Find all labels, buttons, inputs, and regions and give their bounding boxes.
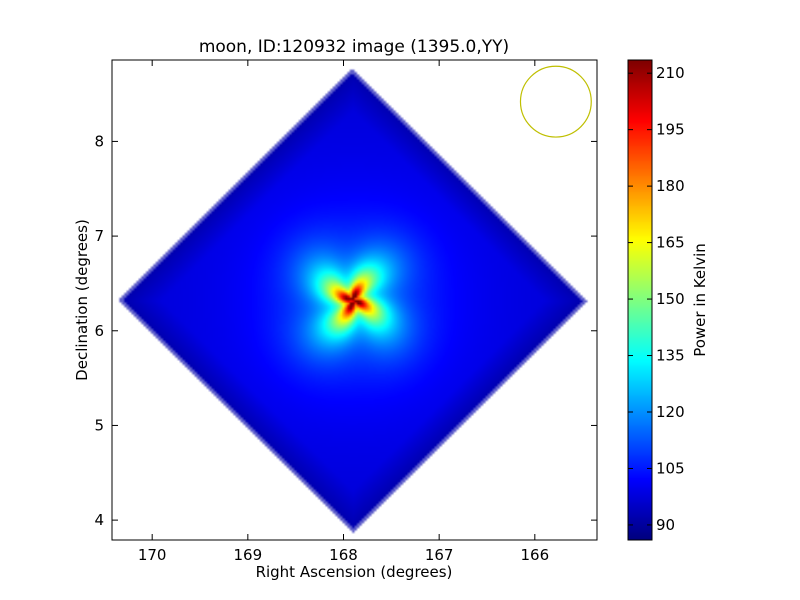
x-tick-label: 170 <box>138 546 167 564</box>
x-axis-label: Right Ascension (degrees) <box>256 563 453 581</box>
x-tick-label: 169 <box>234 546 263 564</box>
colorbar-tick-label: 210 <box>656 64 685 82</box>
colorbar-gradient <box>628 60 652 540</box>
chart-title: moon, ID:120932 image (1395.0,YY) <box>199 37 509 57</box>
y-tick-label: 6 <box>94 322 104 340</box>
y-axis-label: Declination (degrees) <box>73 219 91 381</box>
x-tick-label: 168 <box>329 546 358 564</box>
colorbar-tick-label: 150 <box>656 290 685 308</box>
plot-area: 170 169 168 167 166 4 5 6 7 8 <box>94 59 598 564</box>
colorbar-tick-label: 195 <box>656 121 685 139</box>
colorbar-tick-label: 135 <box>656 347 685 365</box>
y-tick-label: 4 <box>94 511 104 529</box>
axes-frame <box>111 59 598 541</box>
colorbar-tick-label: 90 <box>656 516 675 534</box>
y-tick-label: 8 <box>94 132 104 150</box>
colorbar: 90 105 120 135 150 165 180 195 210 Power in Kelv… <box>627 59 709 541</box>
y-axis-ticks: 4 5 6 7 8 <box>94 132 597 529</box>
colorbar-label: Power in Kelvin <box>691 243 709 357</box>
x-axis-ticks: 170 169 168 167 166 <box>138 60 549 564</box>
colorbar-tick-label: 180 <box>656 177 685 195</box>
y-tick-label: 5 <box>94 416 104 434</box>
colorbar-ticks: 90 105 120 135 150 165 180 195 210 <box>628 64 685 534</box>
x-tick-label: 167 <box>425 546 454 564</box>
colorbar-tick-label: 105 <box>656 459 685 477</box>
heatmap-image <box>112 60 597 540</box>
colorbar-tick-label: 165 <box>656 234 685 252</box>
x-tick-label: 166 <box>521 546 550 564</box>
colorbar-tick-label: 120 <box>656 403 685 421</box>
beam-circle <box>519 65 592 138</box>
y-tick-label: 7 <box>94 227 104 245</box>
colorbar-frame <box>627 59 653 541</box>
